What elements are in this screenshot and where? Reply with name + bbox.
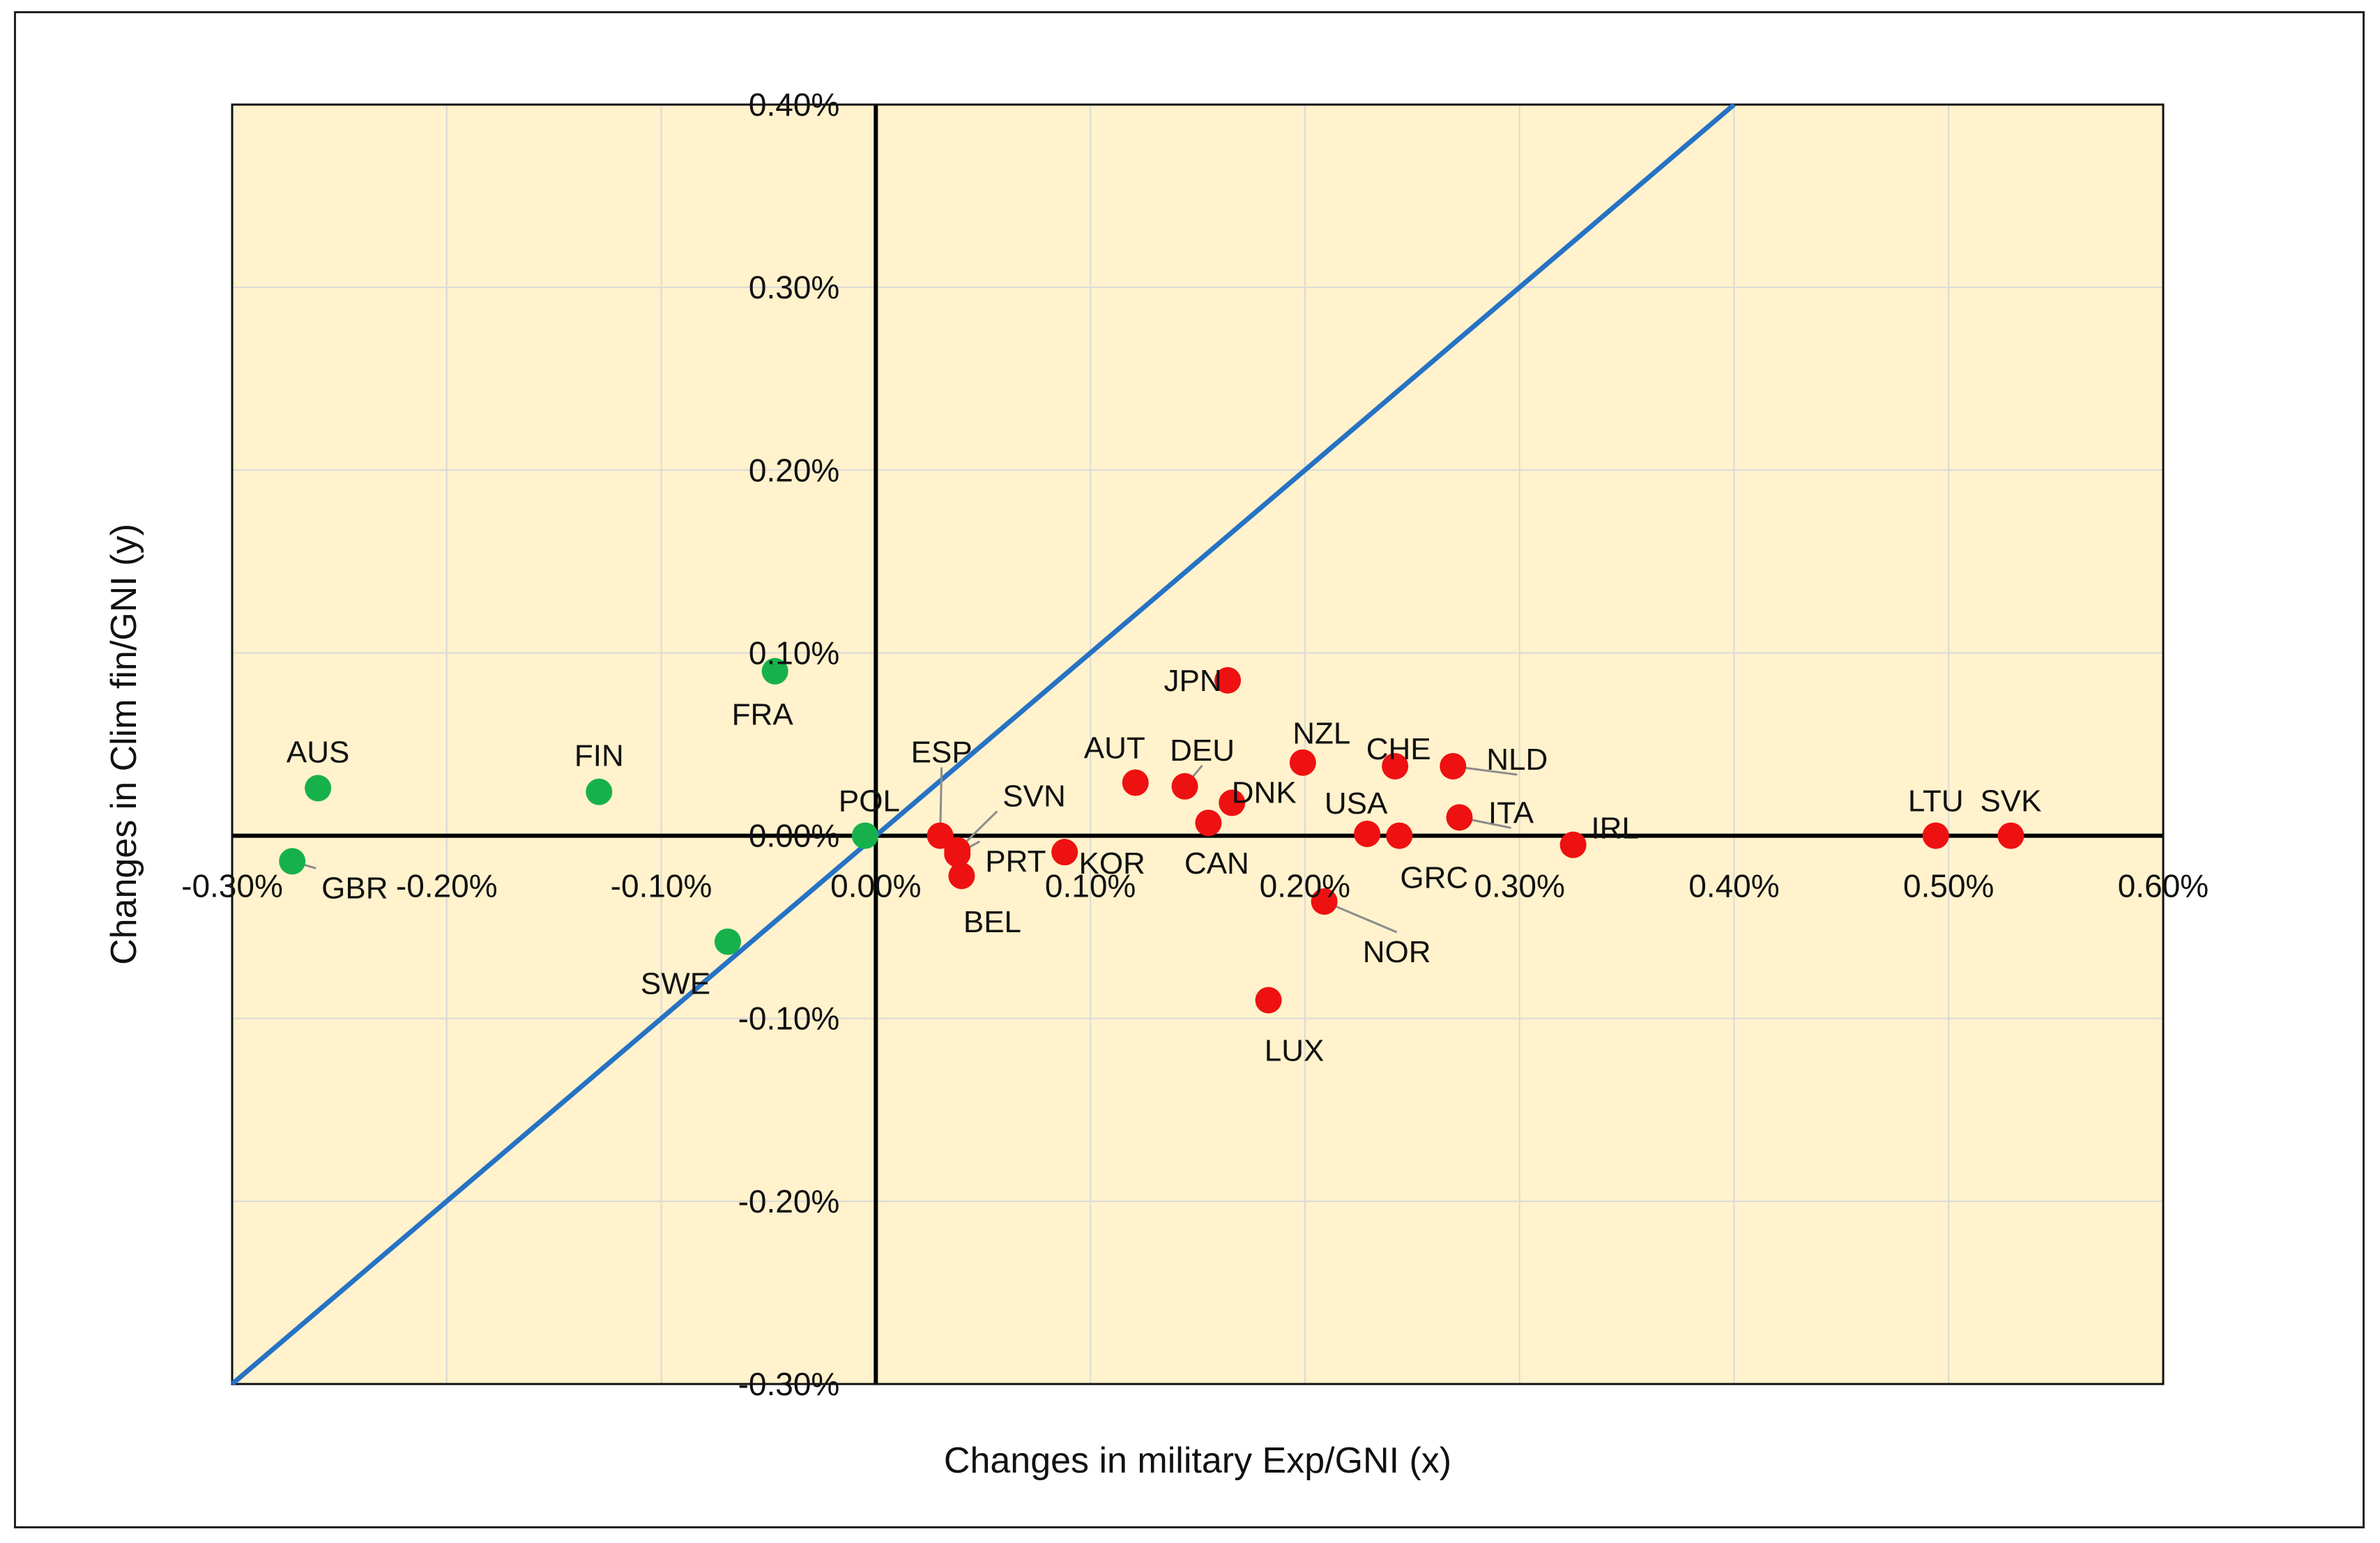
y-tick-label: 0.20% [749,452,839,488]
x-tick-label: -0.10% [611,868,712,904]
label-gbr: GBR [321,871,388,905]
plot-area [231,103,2165,1385]
label-dnk: DNK [1232,775,1297,809]
x-tick-label: 0.00% [830,868,921,904]
label-usa: USA [1325,786,1388,821]
point-deu [1171,773,1198,800]
y-tick-label: 0.10% [749,634,839,671]
point-lux [1255,987,1282,1014]
label-deu: DEU [1170,734,1235,768]
label-aut: AUT [1084,731,1145,766]
point-che [1382,752,1409,780]
label-swe: SWE [641,967,710,1001]
point-can [1195,809,1222,837]
point-fra [761,658,788,685]
label-svn: SVN [1002,780,1065,814]
point-jpn [1214,667,1242,694]
reference-line-y-equals-x [230,102,1736,1386]
point-fin [586,778,613,805]
x-axis-title: Changes in military Exp/GNI (x) [944,1441,1451,1481]
point-grc [1386,822,1413,849]
plot-border [231,103,2165,1385]
y-axis-title: Changes in Clim fin/GNI (y) [104,524,144,965]
label-fra: FRA [732,698,794,732]
zero-axes [231,103,2165,1385]
x-tick-label: 0.10% [1045,868,1136,904]
point-dnk [1219,789,1246,816]
y-tick-label: 0.00% [749,818,839,854]
x-tick-label: 0.20% [1260,868,1350,904]
label-lux: LUX [1265,1034,1325,1068]
point-swe [714,928,741,955]
label-aus: AUS [287,735,349,769]
point-nor [1311,888,1338,915]
point-nzl [1289,749,1316,776]
point-aus [305,775,332,802]
y-tick-label: 0.30% [749,269,839,305]
label-ita: ITA [1488,796,1534,830]
label-kor: KOR [1078,846,1145,881]
label-fin: FIN [574,739,624,773]
label-jpn: JPN [1164,664,1222,698]
point-ita [1446,804,1473,831]
point-pol [851,822,878,849]
tick-labels: -0.30% -0.20% -0.10% 0.00% 0.10% 0.20% 0.30% 0.… [181,86,2209,1402]
label-nor: NOR [1363,935,1431,969]
point-aut [1122,769,1149,796]
y-tick-label: -0.20% [738,1183,840,1219]
point-labels: AUS GBR FIN FRA SWE POL ESP SVN PRT BEL KOR AUT DEU C… [287,664,2042,1068]
x-tick-label: 0.40% [1688,868,1779,904]
point-nld [1440,752,1467,780]
x-tick-label: -0.20% [396,868,498,904]
label-grc: GRC [1400,861,1468,895]
point-svk [1997,822,2024,849]
label-irl: IRL [1591,812,1638,846]
label-svk: SVK [1980,784,2041,819]
point-ltu [1922,822,1949,849]
label-bel: BEL [963,905,1021,939]
label-ltu: LTU [1908,784,1964,819]
label-nld: NLD [1486,743,1548,777]
y-tick-label: 0.40% [749,86,839,123]
label-esp: ESP [911,736,972,770]
label-che: CHE [1366,732,1431,766]
x-tick-label: 0.30% [1474,868,1564,904]
point-usa [1354,820,1381,847]
point-kor [1051,839,1078,866]
label-pol: POL [839,784,900,819]
y-tick-label: -0.10% [738,1001,840,1037]
x-tick-label: 0.50% [1903,868,1994,904]
label-nzl: NZL [1292,717,1350,751]
label-can: CAN [1184,846,1249,881]
point-gbr [279,848,306,875]
point-prt [944,840,971,867]
point-irl [1559,831,1587,858]
x-tick-label: -0.30% [181,868,283,904]
label-prt: PRT [985,844,1046,879]
point-bel [948,862,975,890]
x-tick-label: 0.60% [2118,868,2209,904]
data-points [279,658,2024,1014]
y-tick-label: -0.30% [738,1366,840,1402]
